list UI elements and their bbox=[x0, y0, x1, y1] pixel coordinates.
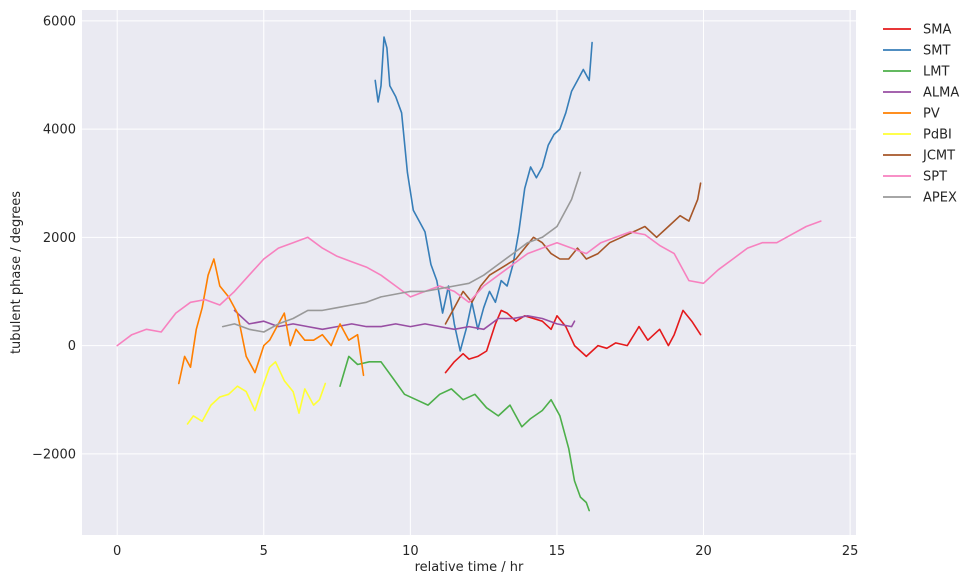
x-tick-label: 25 bbox=[842, 544, 859, 559]
series-line-sma bbox=[444, 309, 702, 374]
series-line-jcmt bbox=[444, 182, 702, 325]
series-line-pv bbox=[178, 258, 365, 385]
legend-label: ALMA bbox=[923, 86, 959, 101]
legend-label: LMT bbox=[923, 65, 949, 80]
legend-label: SPT bbox=[923, 170, 947, 185]
x-tick-label: 5 bbox=[260, 544, 268, 559]
x-axis-label: relative time / hr bbox=[415, 560, 524, 575]
x-tick-label: 0 bbox=[113, 544, 121, 559]
y-tick-label: 6000 bbox=[43, 14, 76, 29]
series-line-smt bbox=[374, 36, 593, 352]
series-line-spt bbox=[116, 220, 822, 347]
grid bbox=[82, 10, 856, 535]
legend-label: PdBI bbox=[923, 128, 952, 143]
legend: SMA SMT LMT ALMA PV PdBI JCMT SPT APEX bbox=[883, 23, 959, 206]
series-line-lmt bbox=[339, 355, 590, 512]
series-lines bbox=[116, 36, 822, 512]
y-tick-label: 0 bbox=[68, 339, 76, 354]
legend-label: SMT bbox=[923, 44, 950, 59]
series-line-alma bbox=[233, 309, 576, 331]
axis-ticks: 0 5 10 15 20 25 −2000 0 2000 4000 6000 bbox=[32, 14, 858, 559]
plot-area bbox=[82, 10, 856, 535]
y-tick-label: −2000 bbox=[32, 447, 76, 462]
legend-label: PV bbox=[923, 107, 940, 122]
x-tick-label: 10 bbox=[402, 544, 419, 559]
y-axis-label: tubulent phase / degrees bbox=[9, 191, 24, 354]
series-line-apex bbox=[221, 171, 582, 333]
x-tick-label: 15 bbox=[549, 544, 566, 559]
series-line-pdbi bbox=[186, 361, 327, 425]
legend-label: JCMT bbox=[922, 149, 955, 164]
legend-label: SMA bbox=[923, 23, 951, 38]
y-tick-label: 2000 bbox=[43, 231, 76, 246]
legend-label: APEX bbox=[923, 191, 957, 206]
y-tick-label: 4000 bbox=[43, 123, 76, 138]
x-tick-label: 20 bbox=[695, 544, 712, 559]
